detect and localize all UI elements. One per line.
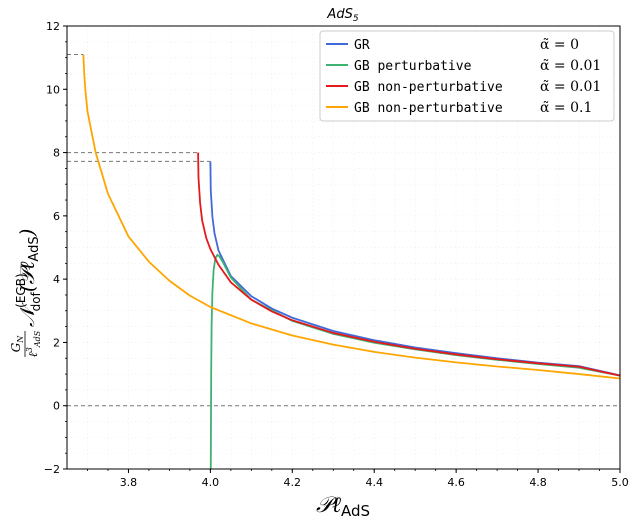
svg-text:𝒩(EGB)dof(𝒫ℓAdS): 𝒩(EGB)dof(𝒫ℓAdS) [14, 229, 43, 327]
legend-label-2: GB non-perturbative [354, 80, 503, 95]
x-axis-ticks: 3.8 4.0 4.2 4.4 4.6 4.8 5.0 [87, 469, 629, 489]
y-tick-label: 12 [46, 20, 60, 33]
series-line-3 [82, 54, 621, 380]
series-line-2 [197, 152, 621, 377]
y-tick-label: 2 [53, 336, 60, 349]
x-axis-label: 𝒫ℓAdS [316, 493, 370, 520]
x-tick-label: 5.0 [611, 476, 629, 489]
y-axis-label: GN ℓ3AdS 𝒩(EGB)dof(𝒫ℓAdS) [9, 229, 43, 358]
svg-text:GN: GN [9, 335, 25, 353]
y-tick-label: 0 [53, 400, 60, 413]
y-tick-label: 6 [53, 210, 60, 223]
x-tick-label: 3.8 [120, 476, 138, 489]
legend-alpha-1: α̃ = 0.01 [540, 58, 601, 74]
reference-lines [67, 53, 620, 407]
y-tick-label: 4 [53, 273, 60, 286]
legend-alpha-0: α̃ = 0 [540, 37, 579, 53]
legend: GR α̃ = 0 GB perturbative α̃ = 0.01 GB non-p… [319, 30, 615, 122]
y-tick-label: 10 [46, 83, 60, 96]
svg-text:ℓ3AdS: ℓ3AdS [25, 330, 42, 357]
x-tick-label: 4.8 [529, 476, 547, 489]
legend-box [319, 30, 615, 122]
legend-alpha-3: α̃ = 0.1 [540, 100, 592, 116]
x-tick-label: 4.6 [447, 476, 465, 489]
y-tick-label: 8 [53, 147, 60, 160]
y-axis-ticks: −2 0 2 4 6 8 10 12 [44, 20, 67, 476]
x-tick-label: 4.2 [284, 476, 302, 489]
y-tick-label: −2 [44, 463, 60, 476]
legend-label-1: GB perturbative [354, 59, 472, 74]
chart-title: AdS5 [326, 7, 358, 24]
series-layer [82, 54, 621, 470]
legend-label-0: GR [354, 38, 370, 53]
x-tick-label: 4.4 [365, 476, 383, 489]
legend-label-3: GB non-perturbative [354, 101, 503, 116]
legend-alpha-2: α̃ = 0.01 [540, 79, 601, 95]
x-tick-label: 4.0 [202, 476, 220, 489]
chart-title-subscript: 5 [353, 14, 359, 24]
